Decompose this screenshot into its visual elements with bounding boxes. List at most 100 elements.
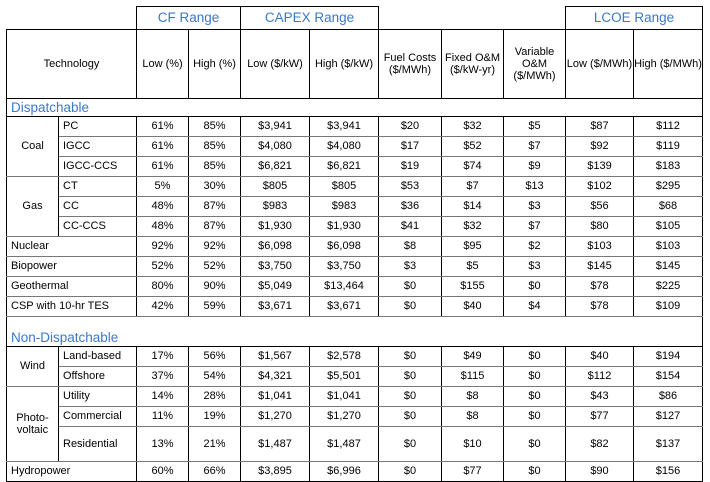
section-row: Non-Dispatchable bbox=[6, 329, 703, 347]
cell: $92 bbox=[565, 136, 634, 157]
cell: $112 bbox=[565, 366, 634, 387]
row-label: Hydropower bbox=[6, 461, 137, 482]
lcoe-high-header: High ($/MWh) bbox=[633, 29, 703, 99]
cell: $3,750 bbox=[309, 256, 379, 277]
cell: $3,671 bbox=[309, 296, 379, 317]
row-label: IGCC-CCS bbox=[58, 156, 137, 177]
cell: $1,567 bbox=[240, 346, 310, 367]
cell: 52% bbox=[188, 256, 241, 277]
table-row: CC-CCS 48% 87% $1,930 $1,930 $41 $32 $7 … bbox=[7, 216, 703, 237]
group-label-photovoltaic: Photo- voltaic bbox=[6, 386, 59, 462]
cell: 87% bbox=[188, 216, 241, 237]
cell: 5% bbox=[136, 176, 189, 197]
cell: $6,098 bbox=[240, 236, 310, 257]
cell: $155 bbox=[441, 276, 504, 297]
row-label: Land-based bbox=[58, 346, 137, 367]
cell: $3,941 bbox=[309, 116, 379, 137]
cell: $1,041 bbox=[240, 386, 310, 407]
cell: $145 bbox=[565, 256, 634, 277]
cell: $0 bbox=[378, 386, 442, 407]
row-label: Commercial bbox=[58, 406, 137, 427]
cell: $4,080 bbox=[309, 136, 379, 157]
table-row: Coal PC 61% 85% $3,941 $3,941 $20 $32 $5… bbox=[6, 116, 703, 177]
cell: $6,996 bbox=[309, 461, 379, 482]
cell: $3,941 bbox=[240, 116, 310, 137]
cell: $5 bbox=[503, 116, 566, 137]
cell: $102 bbox=[565, 176, 634, 197]
cell: 13% bbox=[136, 426, 189, 462]
cell: $13 bbox=[503, 176, 566, 197]
table-row: IGCC-CCS 61% 85% $6,821 $6,821 $19 $74 $… bbox=[7, 156, 703, 177]
row-label: Biopower bbox=[6, 256, 137, 277]
cell: $32 bbox=[441, 216, 504, 237]
cell: 52% bbox=[136, 256, 189, 277]
cell: 56% bbox=[188, 346, 241, 367]
cell: $90 bbox=[565, 461, 634, 482]
capex-low-header: Low ($/kW) bbox=[240, 29, 310, 99]
cell: 80% bbox=[136, 276, 189, 297]
cell: $983 bbox=[240, 196, 310, 217]
cell: $3 bbox=[503, 256, 566, 277]
cell: $1,487 bbox=[309, 426, 379, 462]
cell: $78 bbox=[565, 276, 634, 297]
section-row: Dispatchable bbox=[6, 98, 703, 117]
row-label: Residential bbox=[58, 426, 137, 462]
row-label: Utility bbox=[58, 386, 137, 407]
cell: $0 bbox=[378, 366, 442, 387]
cell: $2,578 bbox=[309, 346, 379, 367]
cell: 21% bbox=[188, 426, 241, 462]
pv-label-line1: Photo- bbox=[16, 411, 49, 424]
cell: $145 bbox=[633, 256, 703, 277]
cell: $78 bbox=[565, 296, 634, 317]
cell: $7 bbox=[503, 216, 566, 237]
cell: $1,930 bbox=[240, 216, 310, 237]
cell: 54% bbox=[188, 366, 241, 387]
cell: 61% bbox=[136, 116, 189, 137]
cell: $3,750 bbox=[240, 256, 310, 277]
cell: $115 bbox=[441, 366, 504, 387]
cf-low-header: Low (%) bbox=[136, 29, 189, 99]
cell: $0 bbox=[378, 296, 442, 317]
cell: $0 bbox=[503, 386, 566, 407]
cell: $0 bbox=[503, 366, 566, 387]
table-row: Wind Land-based 17% 56% $1,567 $2,578 $0… bbox=[6, 346, 703, 387]
row-label: CT bbox=[58, 176, 137, 197]
cell: $43 bbox=[565, 386, 634, 407]
table-row: Residential 13% 21% $1,487 $1,487 $0 $10… bbox=[7, 426, 703, 462]
cell: $0 bbox=[503, 426, 566, 462]
fuel-costs-header: Fuel Costs ($/MWh) bbox=[378, 29, 442, 99]
cell: $105 bbox=[633, 216, 703, 237]
capex-range-header: CAPEX Range bbox=[240, 6, 379, 30]
cell: $74 bbox=[441, 156, 504, 177]
row-label: CC-CCS bbox=[58, 216, 137, 237]
cell: $4,321 bbox=[240, 366, 310, 387]
cell: $13,464 bbox=[309, 276, 379, 297]
technology-header: Technology bbox=[6, 29, 137, 99]
cell: $194 bbox=[633, 346, 703, 367]
cell: 66% bbox=[188, 461, 241, 482]
cell: $0 bbox=[378, 461, 442, 482]
cell: $112 bbox=[633, 116, 703, 137]
group-label-gas: Gas bbox=[6, 176, 59, 237]
cell: $183 bbox=[633, 156, 703, 177]
cell: $52 bbox=[441, 136, 504, 157]
cell: 48% bbox=[136, 196, 189, 217]
fixed-om-header: Fixed O&M ($/kW-yr) bbox=[441, 29, 504, 99]
section-non-dispatchable: Non-Dispatchable bbox=[6, 329, 703, 347]
cell: $154 bbox=[633, 366, 703, 387]
cell: $9 bbox=[503, 156, 566, 177]
cell: $109 bbox=[633, 296, 703, 317]
cell: $20 bbox=[378, 116, 442, 137]
cell: $119 bbox=[633, 136, 703, 157]
cell: $0 bbox=[378, 406, 442, 427]
cell: 59% bbox=[188, 296, 241, 317]
cell: $295 bbox=[633, 176, 703, 197]
cell: $68 bbox=[633, 196, 703, 217]
cell: 37% bbox=[136, 366, 189, 387]
cell: $8 bbox=[378, 236, 442, 257]
cell: $8 bbox=[441, 386, 504, 407]
cell: 85% bbox=[188, 116, 241, 137]
cell: $2 bbox=[503, 236, 566, 257]
cell: 92% bbox=[188, 236, 241, 257]
cell: $87 bbox=[565, 116, 634, 137]
